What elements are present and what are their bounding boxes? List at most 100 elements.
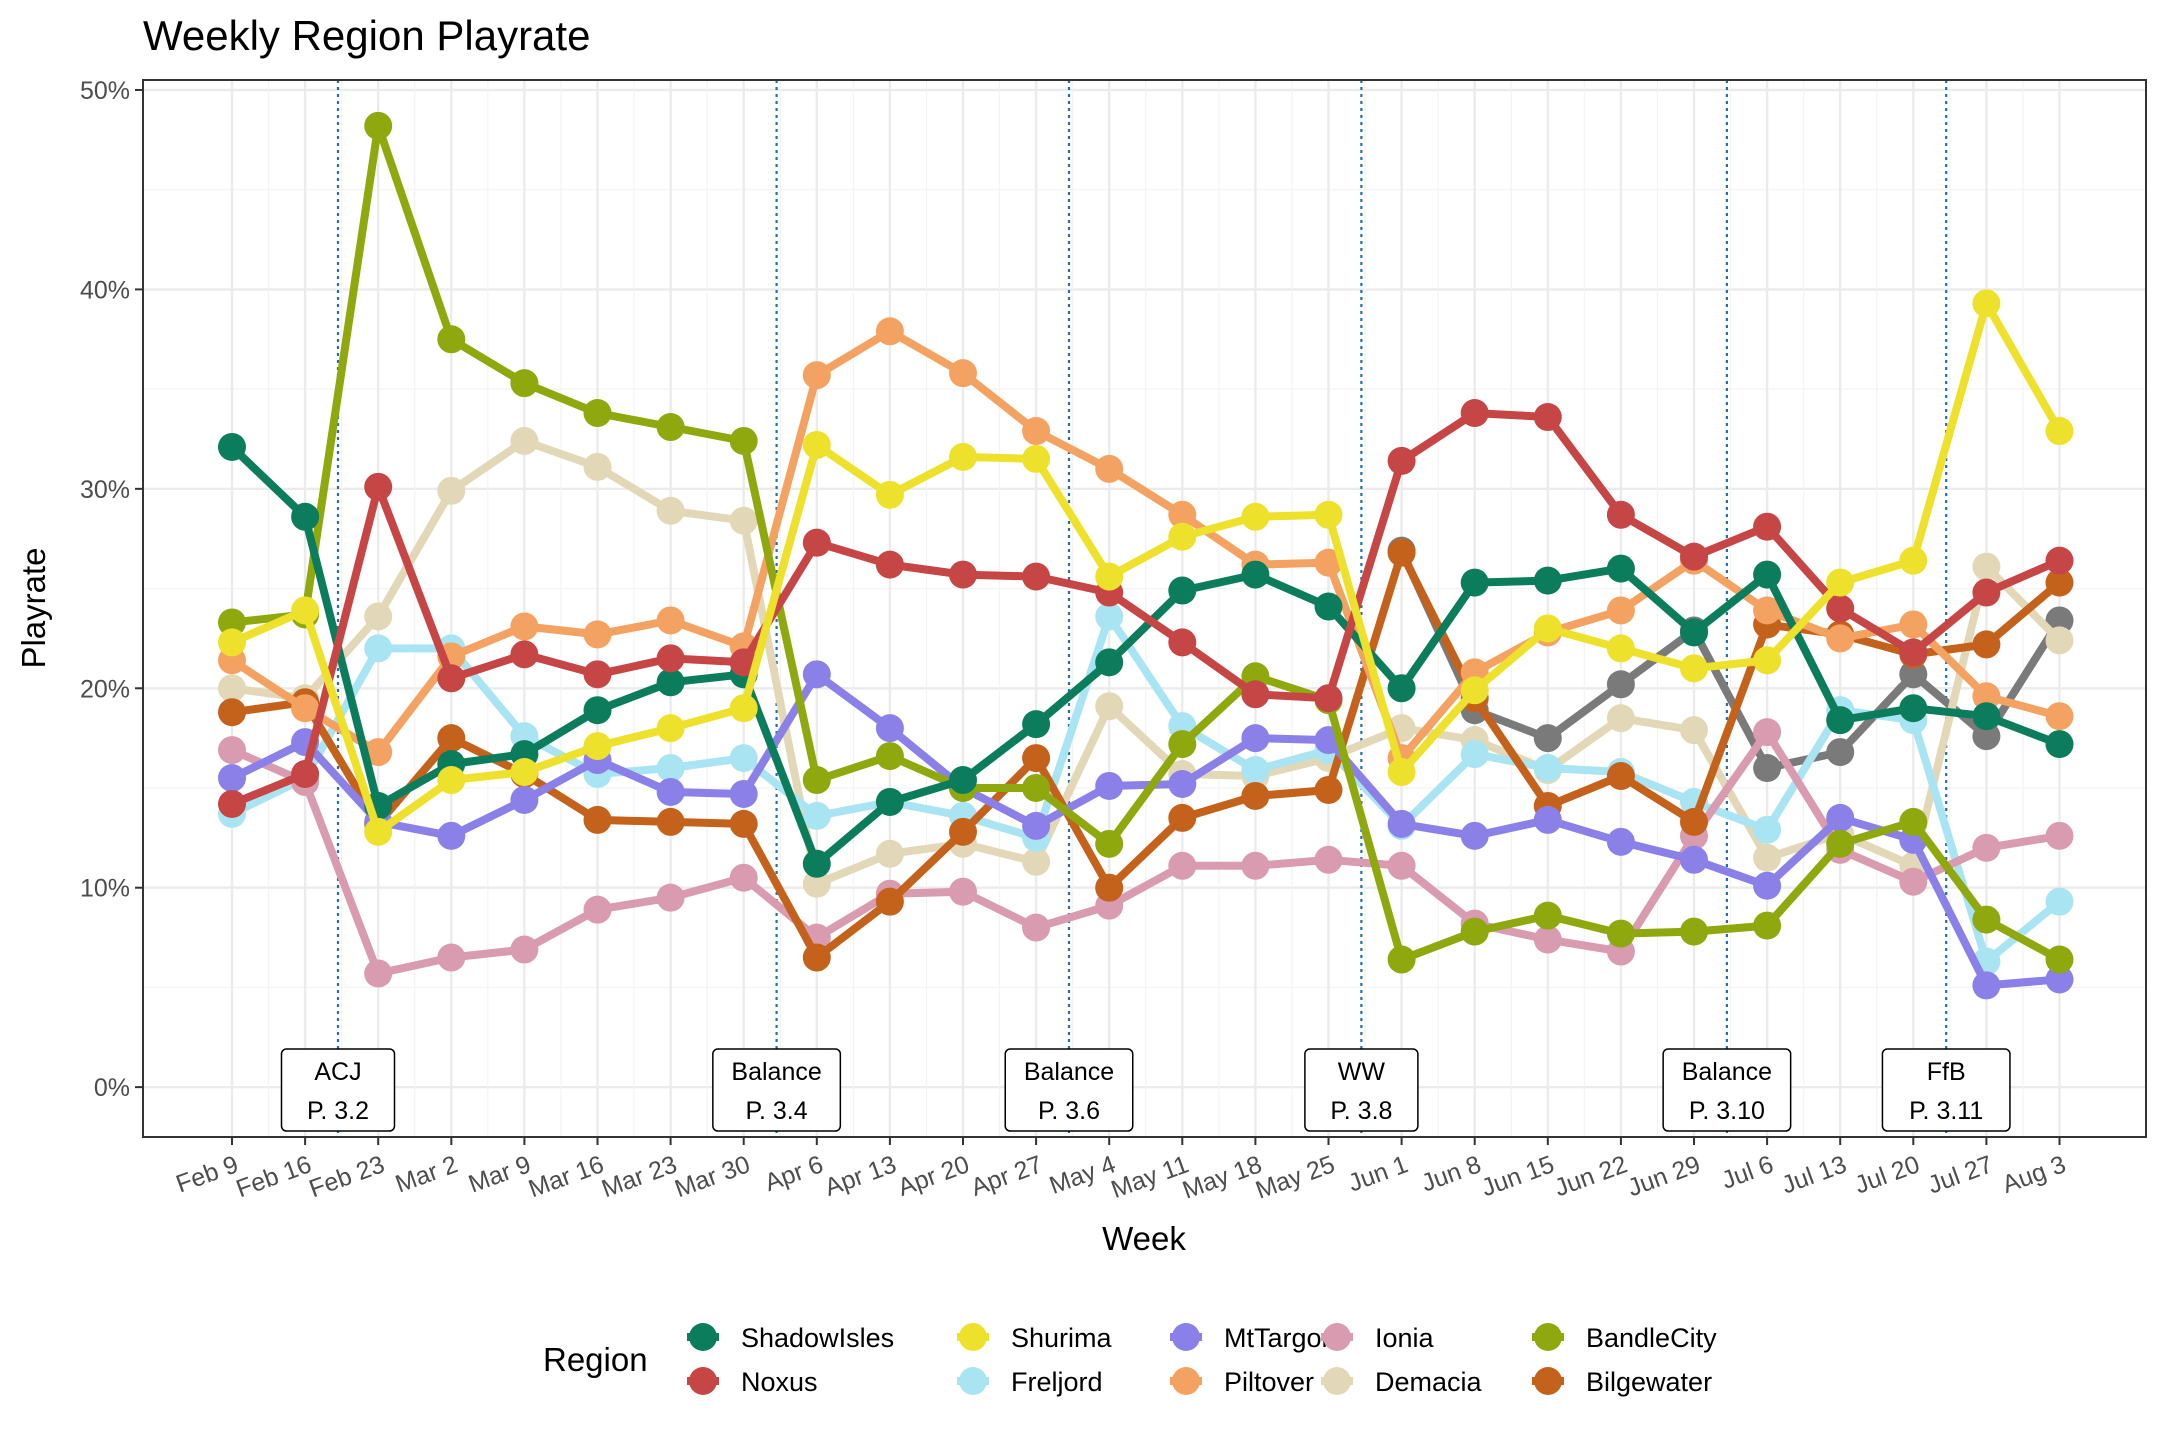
x-tick-label: Apr 13 bbox=[821, 1150, 900, 1202]
data-point-bilgewater bbox=[218, 698, 246, 727]
data-point-mttargon bbox=[1533, 805, 1562, 834]
legend-label: Freljord bbox=[1011, 1367, 1103, 1397]
data-point-mttargon bbox=[1168, 770, 1197, 799]
x-tick-label: Aug 3 bbox=[1999, 1150, 2070, 1199]
data-point-bandlecity bbox=[1460, 917, 1489, 946]
data-point-bilgewater bbox=[1095, 873, 1124, 902]
data-point-noxus bbox=[437, 664, 466, 693]
x-tick-label: Jul 20 bbox=[1851, 1150, 1923, 1199]
data-point-noxus bbox=[1168, 628, 1197, 657]
series-bandlecity bbox=[218, 111, 2074, 974]
data-point-shadowisles bbox=[1387, 674, 1416, 703]
event-label-name: Balance bbox=[1682, 1058, 1772, 1086]
legend-label: Noxus bbox=[741, 1367, 818, 1397]
data-point-shadowisles bbox=[1095, 648, 1124, 677]
legend-label: ShadowIsles bbox=[741, 1323, 894, 1353]
data-point-shadowisles bbox=[1972, 702, 2001, 731]
data-point-piltover bbox=[2045, 702, 2074, 731]
event-label-box bbox=[280, 1048, 396, 1132]
data-point-mttargon bbox=[218, 764, 246, 793]
data-point-freljord bbox=[1095, 602, 1124, 631]
data-point-shadowisles bbox=[1753, 560, 1782, 589]
data-point-piltover bbox=[1314, 548, 1343, 577]
data-point-bandlecity bbox=[1680, 917, 1708, 946]
data-point-shurima bbox=[1460, 676, 1489, 705]
data-point-freljord bbox=[2045, 887, 2074, 916]
event-label-name: Balance bbox=[1024, 1058, 1114, 1086]
event-label-patch: P. 3.10 bbox=[1689, 1097, 1765, 1125]
data-point-bilgewater bbox=[1241, 781, 1270, 810]
legend-title: Region bbox=[543, 1341, 648, 1378]
data-point-bilgewater bbox=[1022, 744, 1051, 773]
data-point-shadowisles bbox=[218, 432, 246, 461]
data-point-demacia bbox=[729, 506, 758, 535]
legend-key-point bbox=[959, 1367, 987, 1395]
series-shadowisles bbox=[218, 432, 2074, 878]
data-point-mttargon bbox=[656, 777, 685, 806]
event-label-name: WW bbox=[1338, 1058, 1386, 1086]
event-label-p-3-8: WW P. 3.8 bbox=[1304, 1048, 1419, 1132]
data-point-mttargon bbox=[1972, 971, 2001, 1000]
data-point-unlabeled bbox=[2045, 606, 2074, 635]
series-line-shadowisles bbox=[228, 443, 2064, 868]
legend-label: Bilgewater bbox=[1586, 1367, 1712, 1397]
data-point-shurima bbox=[1168, 522, 1197, 551]
data-point-mttargon bbox=[510, 785, 539, 814]
data-point-noxus bbox=[510, 640, 539, 669]
data-point-noxus bbox=[1899, 638, 1928, 667]
data-point-piltover bbox=[1606, 596, 1635, 625]
data-point-piltover bbox=[291, 694, 320, 723]
data-point-ionia bbox=[1533, 925, 1562, 954]
legend-label: Piltover bbox=[1224, 1367, 1314, 1397]
data-point-shurima bbox=[1533, 614, 1562, 643]
data-point-noxus bbox=[1680, 542, 1708, 571]
event-label-name: FfB bbox=[1927, 1058, 1966, 1086]
data-point-noxus bbox=[656, 644, 685, 673]
data-point-piltover bbox=[583, 620, 612, 649]
data-point-shadowisles bbox=[1533, 566, 1562, 595]
x-tick-label: Apr 27 bbox=[967, 1150, 1046, 1202]
data-point-bilgewater bbox=[729, 809, 758, 838]
legend-item-piltover: Piltover bbox=[1170, 1367, 1314, 1397]
data-point-shadowisles bbox=[656, 668, 685, 697]
data-point-shurima bbox=[1826, 568, 1855, 597]
data-point-noxus bbox=[583, 660, 612, 689]
data-point-piltover bbox=[1972, 682, 2001, 711]
event-label-p-3-6: Balance P. 3.6 bbox=[1004, 1048, 1134, 1132]
data-point-ionia bbox=[364, 959, 393, 988]
legend-key-point bbox=[959, 1323, 987, 1351]
event-label-p-3-4: Balance P. 3.4 bbox=[712, 1048, 842, 1132]
x-tick-label: Mar 30 bbox=[671, 1150, 754, 1203]
event-label-patch: P. 3.11 bbox=[1909, 1097, 1983, 1125]
data-point-shurima bbox=[802, 430, 831, 459]
data-point-demacia bbox=[364, 602, 393, 631]
legend-key-point bbox=[689, 1367, 717, 1395]
x-tick-label: Jun 15 bbox=[1478, 1150, 1558, 1202]
data-point-bandlecity bbox=[1095, 829, 1124, 858]
data-point-bilgewater bbox=[1314, 775, 1343, 804]
data-point-shadowisles bbox=[1826, 706, 1855, 735]
data-series bbox=[218, 111, 2074, 1000]
data-point-bandlecity bbox=[510, 369, 539, 398]
legend-item-mttargon: MtTargon bbox=[1170, 1323, 1337, 1353]
data-point-noxus bbox=[1314, 684, 1343, 713]
data-point-noxus bbox=[949, 560, 977, 589]
data-point-unlabeled bbox=[1606, 670, 1635, 699]
data-point-ionia bbox=[949, 877, 977, 906]
data-point-shadowisles bbox=[583, 696, 612, 725]
data-point-bandlecity bbox=[656, 413, 685, 442]
data-point-freljord bbox=[1460, 740, 1489, 769]
data-point-mttargon bbox=[1460, 821, 1489, 850]
x-tick-label: May 4 bbox=[1046, 1150, 1120, 1200]
event-label-p-3-10: Balance P. 3.10 bbox=[1662, 1048, 1792, 1132]
event-label-p-3-11: FfB P. 3.11 bbox=[1881, 1048, 2011, 1132]
data-point-unlabeled bbox=[1826, 738, 1855, 767]
patch-event-lines bbox=[336, 80, 1948, 1137]
legend-item-bandlecity: BandleCity bbox=[1532, 1323, 1717, 1353]
event-label-name: Balance bbox=[731, 1058, 821, 1086]
data-point-bandlecity bbox=[1168, 730, 1197, 759]
legend-item-shadowisles: ShadowIsles bbox=[687, 1323, 894, 1353]
legend-key-point bbox=[1534, 1323, 1562, 1351]
data-point-ionia bbox=[218, 736, 246, 765]
x-tick-label: Mar 16 bbox=[525, 1150, 608, 1203]
